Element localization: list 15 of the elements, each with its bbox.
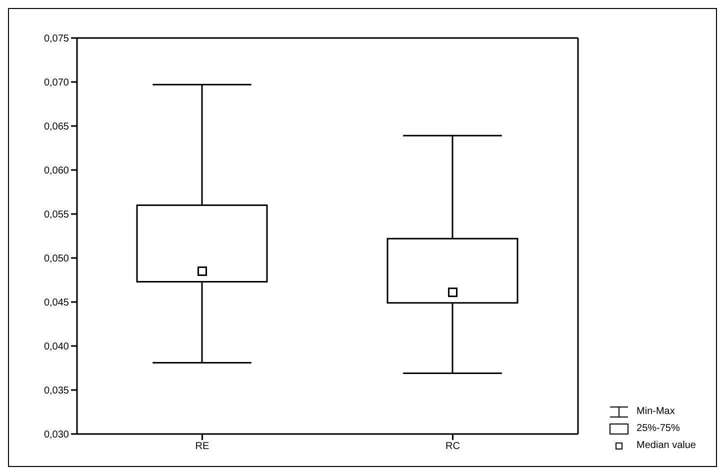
text: Median value (636, 439, 696, 453)
y-tick-label: 0,065 (44, 122, 70, 133)
y-tick-label: 0,060 (44, 166, 70, 177)
text: Min-Max (636, 405, 675, 419)
y-tick-label: 0,035 (44, 386, 70, 397)
text: 25%-75% (636, 422, 680, 436)
x-tick-label: RE (195, 441, 210, 452)
y-tick-label: 0,050 (44, 254, 70, 265)
y-tick-label: 0,075 (44, 34, 70, 45)
y-tick-label: 0,040 (44, 342, 70, 353)
y-tick-label: 0,070 (44, 78, 70, 89)
y-tick-label: 0,030 (44, 430, 70, 441)
y-tick-label: 0,045 (44, 298, 70, 309)
x-tick-label: RC (446, 441, 460, 452)
y-tick-label: 0,055 (44, 210, 70, 221)
